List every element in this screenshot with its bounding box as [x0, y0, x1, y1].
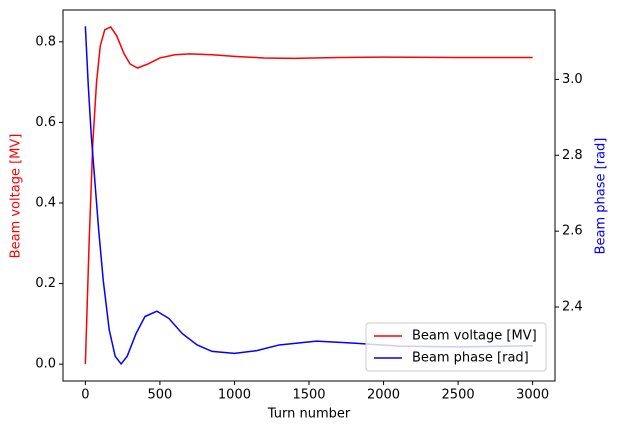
legend-label: Beam phase [rad] — [412, 351, 529, 366]
y-tick-label: 0.0 — [35, 357, 56, 372]
y2-axis-label: Beam phase [rad] — [594, 138, 609, 255]
legend-label: Beam voltage [MV] — [412, 329, 537, 344]
y-axis-label: Beam voltage [MV] — [9, 134, 24, 259]
x-axis-label: Turn number — [267, 407, 351, 422]
y2-tick-label: 2.4 — [562, 300, 583, 315]
y2-tick-label: 3.0 — [562, 72, 583, 87]
x-tick-label: 1000 — [218, 388, 251, 403]
x-tick-label: 500 — [147, 388, 172, 403]
y-tick-label: 0.2 — [35, 276, 56, 291]
y-tick-label: 0.4 — [35, 195, 56, 210]
legend: Beam voltage [MV] Beam phase [rad] — [365, 322, 547, 372]
x-tick-label: 2000 — [367, 388, 400, 403]
series-line — [84, 26, 533, 366]
y-tick-label: 0.8 — [35, 34, 56, 49]
y2-tick-label: 2.6 — [562, 224, 583, 239]
x-tick-label: 2500 — [442, 388, 475, 403]
x-tick-label: 1500 — [292, 388, 325, 403]
x-tick-label: 3000 — [516, 388, 549, 403]
y2-tick-label: 2.8 — [562, 148, 583, 163]
series-line — [84, 25, 533, 365]
x-tick-label: 0 — [81, 388, 89, 403]
legend-box — [365, 322, 547, 372]
plot-frame — [62, 9, 556, 382]
y-tick-label: 0.6 — [35, 115, 56, 130]
